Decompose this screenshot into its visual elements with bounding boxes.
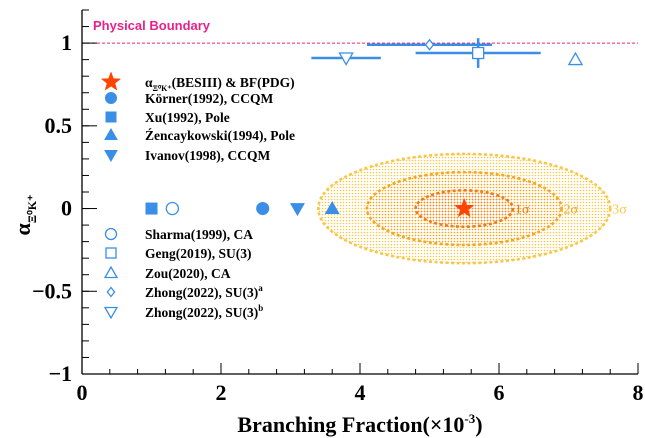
x-tick-label-0: 0 [77, 380, 88, 405]
legend-label-5: Geng(2019), SU(3) [145, 246, 252, 261]
legend-marker-2 [104, 127, 118, 140]
legend-marker-7 [106, 286, 116, 298]
contour-label-2sigma: 2σ [564, 203, 579, 218]
x-tick-label-2: 4 [355, 380, 366, 405]
contour-label-3sigma: 3σ [612, 203, 627, 218]
y-tick-label-0: −1 [48, 361, 72, 386]
legend-label-4: Sharma(1999), CA [145, 227, 253, 242]
legend-marker-5 [105, 247, 117, 259]
legend-marker-1 [105, 111, 117, 123]
legend: αΞ⁰K⁺(BESIII) & BF(PDG)Körner(1992), CCQ… [100, 71, 295, 320]
contour-1sigma [414, 189, 515, 229]
legend-marker-8 [103, 306, 119, 320]
legend-label-2: Źencaykowski(1994), Pole [145, 128, 295, 143]
legend-marker-6 [103, 265, 119, 279]
x-axis-title: Branching Fraction(×10-3) [237, 411, 482, 437]
data-point-5 [471, 46, 485, 60]
data-point-6 [567, 51, 584, 66]
legend-label-7: Zhong(2022), SU(3)a [145, 283, 263, 300]
legend-marker-0 [105, 92, 117, 104]
y-axis-title: αΞ⁰K⁺ [10, 195, 39, 236]
legend-marker-3 [104, 150, 118, 163]
legend-label-8: Zhong(2022), SU(3)b [145, 303, 263, 320]
x-tick-label-3: 6 [494, 380, 505, 405]
data-point-1 [145, 202, 158, 215]
legend-label-6: Zou(2020), CA [145, 266, 231, 281]
data-point-0 [256, 201, 270, 216]
legend-star-marker [100, 71, 122, 91]
contour-label-1sigma: 1σ [515, 203, 530, 218]
x-tick-label-4: 8 [633, 380, 644, 405]
physical-boundary-label: Physical Boundary [93, 18, 211, 33]
axis-titles: Branching Fraction(×10-3) αΞ⁰K⁺ [10, 195, 483, 437]
legend-label-0: Körner(1992), CCQM [145, 91, 273, 106]
contour-3sigma [316, 152, 612, 265]
legend-marker-4 [104, 227, 118, 241]
y-tick-label-1: −0.5 [32, 278, 72, 303]
measurement-star [454, 197, 475, 218]
axes: 0 2 4 6 8 −1 −0.5 0 0.5 1 [32, 9, 644, 405]
y-tick-label-3: 0.5 [45, 113, 73, 138]
legend-star-label: αΞ⁰K⁺(BESIII) & BF(PDG) [145, 75, 295, 93]
data-point-3 [289, 203, 305, 217]
data-point-7 [424, 38, 435, 51]
data-point-2 [324, 200, 340, 214]
data-point-8 [338, 52, 354, 66]
legend-label-3: Ivanov(1998), CCQM [145, 148, 271, 163]
plot-area: 1σ 2σ 3σ Physical Boundary [82, 18, 638, 265]
data-point-4 [165, 201, 180, 216]
y-tick-label-2: 0 [61, 196, 72, 221]
x-tick-label-1: 2 [216, 380, 227, 405]
legend-label-1: Xu(1992), Pole [145, 110, 230, 125]
y-tick-label-4: 1 [61, 30, 72, 55]
contour-2sigma [365, 170, 563, 247]
